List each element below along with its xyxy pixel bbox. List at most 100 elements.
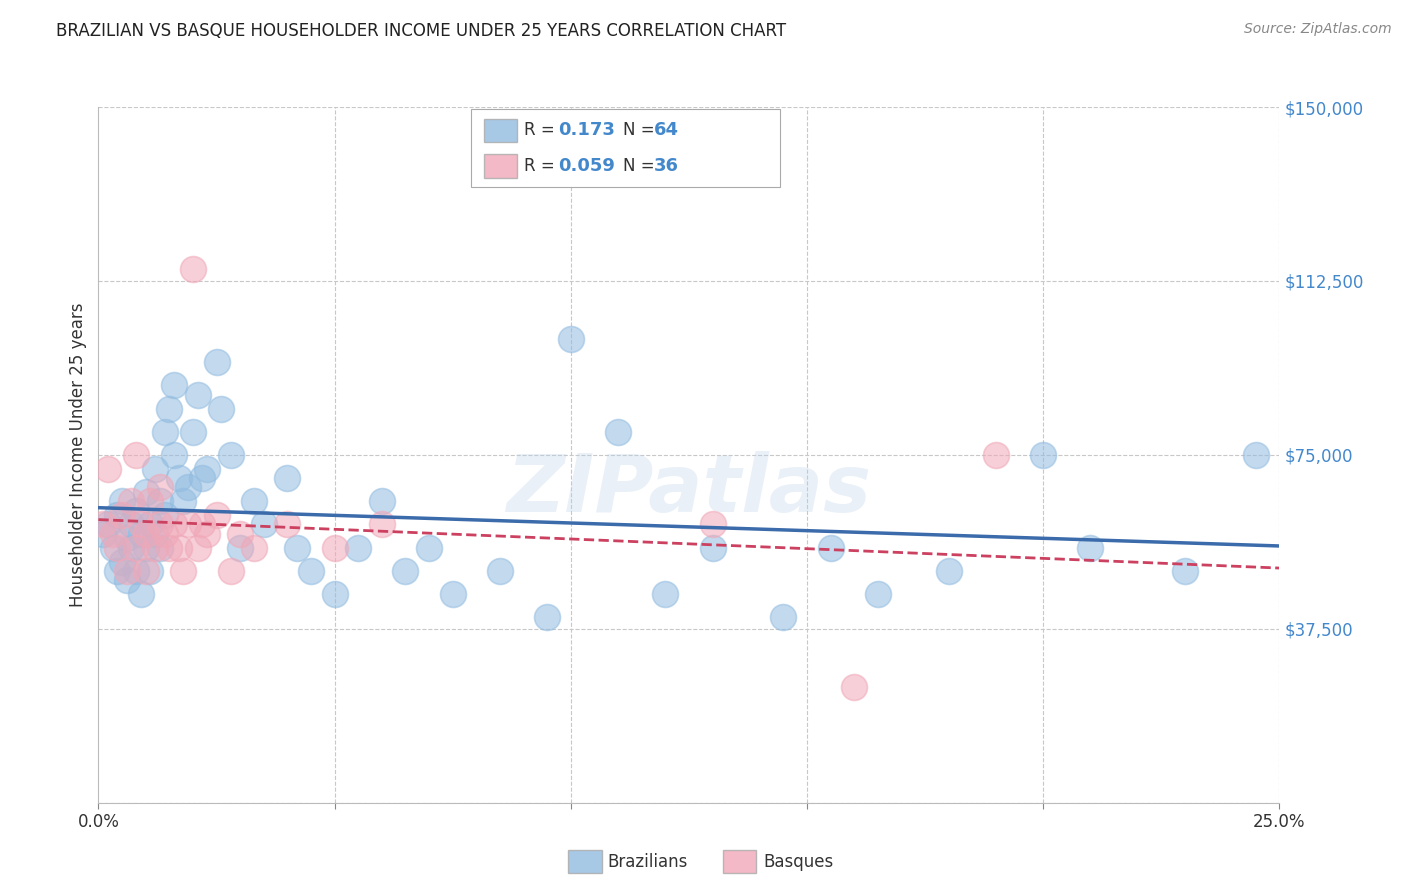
Point <box>163 378 186 392</box>
Point <box>702 517 724 532</box>
Point <box>938 564 960 578</box>
Point <box>984 448 1007 462</box>
Point <box>125 564 148 578</box>
Text: BRAZILIAN VS BASQUE HOUSEHOLDER INCOME UNDER 25 YEARS CORRELATION CHART: BRAZILIAN VS BASQUE HOUSEHOLDER INCOME U… <box>56 22 786 40</box>
Point <box>229 526 252 541</box>
Point <box>163 448 186 462</box>
Point <box>121 494 143 508</box>
Point <box>135 526 157 541</box>
Text: 36: 36 <box>654 157 679 175</box>
Point <box>560 332 582 346</box>
Point <box>1032 448 1054 462</box>
Point <box>191 517 214 532</box>
Text: R =: R = <box>524 157 555 175</box>
Point <box>129 587 152 601</box>
Text: N =: N = <box>623 121 654 139</box>
Point <box>111 508 134 523</box>
Point <box>820 541 842 555</box>
Point <box>153 425 176 439</box>
Point <box>167 541 190 555</box>
Point <box>121 517 143 532</box>
Point <box>149 517 172 532</box>
Point <box>191 471 214 485</box>
Point <box>489 564 512 578</box>
Point <box>153 508 176 523</box>
Text: 0.173: 0.173 <box>558 121 614 139</box>
Point <box>276 517 298 532</box>
Point <box>441 587 464 601</box>
Point <box>149 480 172 494</box>
Point <box>205 508 228 523</box>
Point <box>229 541 252 555</box>
Point <box>371 517 394 532</box>
Point <box>172 494 194 508</box>
Point <box>139 494 162 508</box>
Point <box>243 494 266 508</box>
Point <box>276 471 298 485</box>
Point <box>139 564 162 578</box>
Point <box>153 526 176 541</box>
Point <box>195 526 218 541</box>
Point <box>125 503 148 517</box>
Text: Basques: Basques <box>763 853 834 871</box>
Point <box>187 541 209 555</box>
Point <box>195 462 218 476</box>
Point <box>91 526 114 541</box>
Point <box>177 480 200 494</box>
Point <box>105 508 128 523</box>
Point <box>97 462 120 476</box>
Y-axis label: Householder Income Under 25 years: Householder Income Under 25 years <box>69 302 87 607</box>
Point <box>149 494 172 508</box>
Point <box>143 462 166 476</box>
Point <box>172 564 194 578</box>
Text: ZIPatlas: ZIPatlas <box>506 450 872 529</box>
Text: Source: ZipAtlas.com: Source: ZipAtlas.com <box>1244 22 1392 37</box>
Point <box>135 485 157 500</box>
Point <box>1174 564 1197 578</box>
Point <box>607 425 630 439</box>
Point <box>139 517 162 532</box>
Point <box>157 401 180 416</box>
Point <box>143 541 166 555</box>
Point <box>866 587 889 601</box>
Point <box>125 448 148 462</box>
Point <box>702 541 724 555</box>
Point <box>101 541 124 555</box>
Point <box>285 541 308 555</box>
Point <box>143 526 166 541</box>
Point <box>219 564 242 578</box>
Point <box>394 564 416 578</box>
Point <box>347 541 370 555</box>
Point <box>97 517 120 532</box>
Point <box>167 471 190 485</box>
Point <box>135 564 157 578</box>
Point <box>111 494 134 508</box>
Point <box>91 517 114 532</box>
Point <box>125 541 148 555</box>
Point <box>163 517 186 532</box>
Point <box>181 262 204 277</box>
Point <box>115 564 138 578</box>
Text: R =: R = <box>524 121 555 139</box>
Point <box>101 526 124 541</box>
Point <box>187 387 209 401</box>
Point <box>129 526 152 541</box>
Point <box>149 541 172 555</box>
Point <box>772 610 794 624</box>
Point <box>111 555 134 569</box>
Point <box>181 425 204 439</box>
Text: Brazilians: Brazilians <box>607 853 688 871</box>
Point <box>253 517 276 532</box>
Point <box>105 564 128 578</box>
Point <box>299 564 322 578</box>
Point <box>844 680 866 694</box>
Point <box>1080 541 1102 555</box>
Point <box>243 541 266 555</box>
Point <box>105 541 128 555</box>
Point <box>323 587 346 601</box>
Point <box>1244 448 1267 462</box>
Point <box>418 541 440 555</box>
Point <box>135 541 157 555</box>
Text: 64: 64 <box>654 121 679 139</box>
Point <box>129 517 152 532</box>
